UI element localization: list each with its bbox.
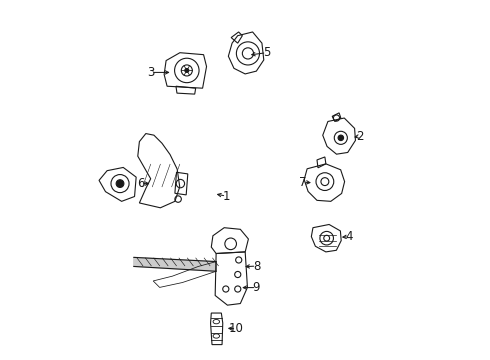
Text: 3: 3 (147, 66, 155, 79)
Text: 2: 2 (356, 130, 364, 143)
Text: 5: 5 (263, 46, 270, 59)
Text: 7: 7 (299, 176, 307, 189)
Text: 8: 8 (253, 260, 260, 273)
Text: 9: 9 (253, 281, 260, 294)
Text: 6: 6 (137, 177, 145, 190)
Circle shape (185, 68, 189, 72)
Circle shape (116, 180, 124, 188)
Circle shape (338, 135, 343, 141)
Text: 10: 10 (229, 322, 244, 335)
Text: 1: 1 (222, 190, 230, 203)
Polygon shape (134, 257, 216, 271)
Text: 4: 4 (345, 230, 353, 243)
